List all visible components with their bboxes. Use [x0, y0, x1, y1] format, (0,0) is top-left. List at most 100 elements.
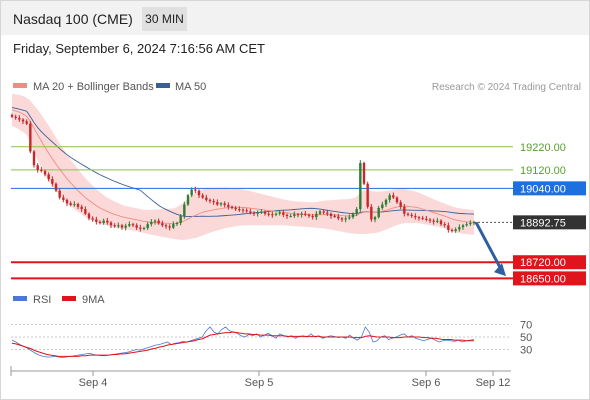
candle-body [32, 151, 36, 166]
candle-body [373, 217, 377, 220]
instrument-title: Nasdaq 100 (CME) [13, 11, 133, 27]
candle [322, 209, 325, 215]
candle [307, 213, 311, 218]
candle [454, 227, 457, 233]
candle-body [113, 225, 116, 227]
candle-body [73, 204, 76, 206]
candle [285, 213, 289, 219]
candle-body [10, 114, 14, 117]
candle-body [271, 214, 274, 216]
candle-body [135, 225, 138, 228]
current-price-label: 18892.75 [520, 217, 566, 229]
rsi-tick-70: 70 [520, 320, 532, 332]
candle-body [285, 214, 289, 217]
candle [381, 201, 384, 210]
candle [201, 193, 204, 199]
candle-body [146, 224, 149, 229]
candle-body [124, 225, 127, 228]
candle-body [80, 206, 83, 210]
header-bar: Nasdaq 100 (CME) 30 MIN [1, 1, 589, 35]
ma9-legend-swatch [62, 296, 76, 301]
candle-body [370, 206, 373, 220]
candle [421, 215, 424, 221]
candle [329, 212, 333, 219]
candle [333, 213, 336, 218]
rsi-ma9-line [11, 331, 474, 357]
candle-body [25, 121, 28, 124]
candle [249, 208, 252, 215]
candle-body [194, 189, 197, 191]
rsi-legend-swatch [13, 296, 27, 301]
candle [175, 221, 179, 226]
candle-body [344, 218, 347, 220]
candle [51, 176, 54, 187]
candle [142, 226, 146, 231]
candle-body [428, 219, 432, 221]
candle-body [238, 209, 241, 211]
candle-body [54, 183, 58, 191]
candle [278, 210, 281, 216]
candle [432, 218, 435, 225]
candle-body [388, 195, 391, 200]
candle-body [278, 212, 281, 214]
candle-body [425, 218, 428, 220]
ma9-legend-label: 9MA [82, 294, 105, 306]
x-tick-label: Sep 12 [476, 377, 511, 389]
candle [135, 223, 138, 230]
candle-body [58, 190, 61, 198]
candle-body [458, 227, 461, 230]
candle-body [227, 204, 230, 207]
ma20-legend-label: MA 20 + Bollinger Bands [33, 81, 154, 93]
candle-body [439, 220, 443, 225]
candle-body [337, 216, 340, 219]
support-1-label: 18720.00 [520, 257, 566, 269]
candle [186, 193, 190, 206]
candle-body [296, 214, 300, 216]
candle [29, 120, 32, 154]
candle-body [216, 202, 219, 205]
candle [351, 212, 355, 220]
candle [234, 205, 237, 211]
candle [370, 204, 373, 222]
candle-body [395, 197, 399, 203]
candle [326, 209, 329, 217]
candle-body [300, 213, 303, 215]
candle-body [205, 197, 208, 200]
candle [216, 199, 219, 206]
candle [384, 198, 388, 207]
candle [153, 219, 157, 225]
candle [469, 220, 472, 226]
rsi-tick-30: 30 [520, 345, 532, 357]
candle-body [179, 216, 182, 223]
candle-body [21, 119, 25, 122]
candle-body [304, 213, 307, 215]
ma20-line [11, 109, 475, 225]
candle [113, 223, 116, 228]
candle-body [410, 214, 413, 217]
candle-body [43, 171, 47, 175]
candle [54, 182, 58, 193]
candle-body [406, 213, 410, 215]
interval-badge[interactable]: 30 MIN [142, 7, 187, 31]
candle-body [234, 207, 237, 210]
candle-body [450, 229, 454, 232]
candle-body [128, 224, 131, 226]
candle-body [153, 220, 157, 222]
candle-body [18, 117, 21, 120]
candle-body [183, 204, 186, 217]
candle [47, 172, 50, 182]
candle-body [87, 213, 91, 219]
candle [120, 223, 124, 230]
candle [340, 216, 344, 222]
ma20-legend-swatch [13, 83, 27, 88]
candle [271, 211, 274, 218]
candle [117, 222, 120, 229]
candle [131, 222, 135, 228]
candle [366, 181, 369, 209]
candle [436, 217, 439, 224]
candle [65, 198, 69, 207]
candle [267, 211, 270, 217]
